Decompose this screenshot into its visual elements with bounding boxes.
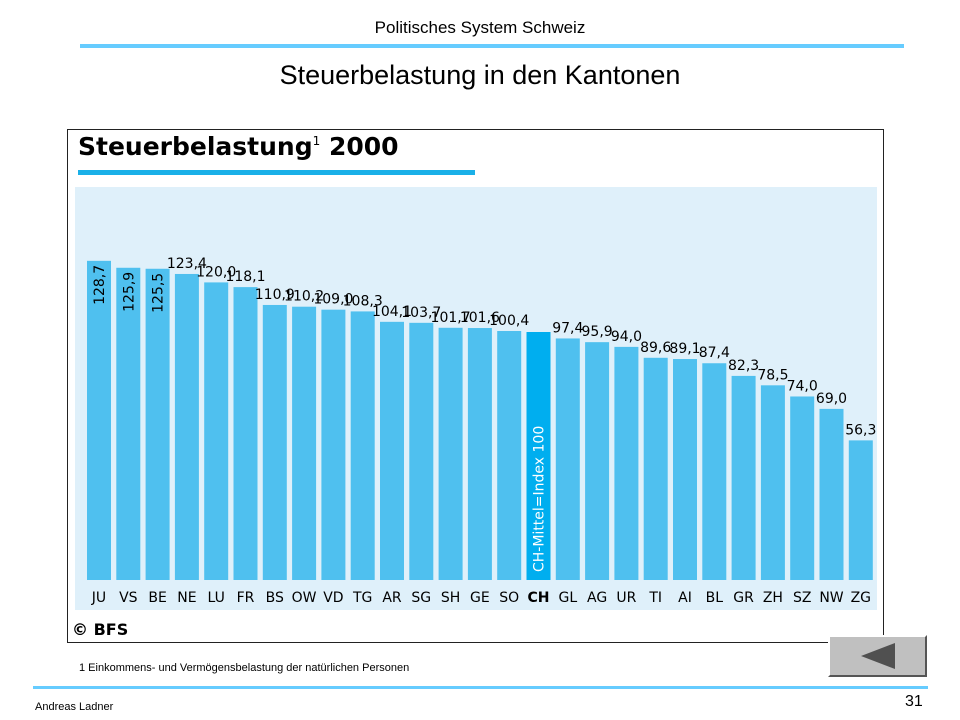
- back-button[interactable]: [828, 635, 927, 677]
- bar-vs: [116, 267, 141, 580]
- bar-ar: [380, 321, 404, 580]
- bar-tg: [350, 311, 375, 580]
- chart-title-text: Steuerbelastung: [78, 132, 313, 161]
- category-label-gr: GR: [733, 590, 754, 606]
- bar-vd: [321, 309, 346, 580]
- left-triangle-icon: [860, 643, 895, 669]
- source-credit: © BFS: [72, 620, 129, 639]
- bar-ow: [292, 306, 317, 580]
- category-label-ow: OW: [292, 590, 317, 606]
- category-label-zh: ZH: [763, 590, 783, 606]
- bar-nw: [819, 408, 844, 580]
- bar-gr: [731, 375, 756, 580]
- author-name: Andreas Ladner: [35, 701, 114, 713]
- bar-ch: [526, 332, 551, 580]
- category-label-nw: NW: [819, 590, 843, 606]
- value-label-ar: 104,1: [372, 304, 412, 320]
- category-label-ju: JU: [91, 590, 106, 606]
- value-label-nw: 69,0: [816, 391, 847, 407]
- category-label-gl: GL: [558, 590, 577, 606]
- bar-ag: [585, 342, 610, 580]
- category-label-vs: VS: [119, 590, 138, 606]
- category-label-ge: GE: [470, 590, 490, 606]
- value-label-fr: 118,1: [225, 269, 265, 285]
- bar-ti: [643, 357, 668, 580]
- bottom-divider: [33, 686, 928, 689]
- value-label-bs: 110,9: [255, 287, 295, 303]
- value-label-gr: 82,3: [728, 358, 759, 374]
- category-label-lu: LU: [208, 590, 225, 606]
- value-label-sz: 74,0: [787, 378, 818, 394]
- bar-be: [145, 268, 170, 580]
- top-divider: [80, 44, 904, 48]
- value-label-ju: 128,7: [92, 265, 108, 305]
- bar-sz: [790, 396, 815, 580]
- value-label-ti: 89,6: [640, 340, 671, 356]
- bar-chart: JU 128,7 VS 125,9 BE 125,5 NE 123,4 LU 120,0 FR 118…: [87, 256, 876, 606]
- value-label-sg: 103,7: [401, 305, 441, 321]
- value-label-ag: 95,9: [582, 324, 613, 340]
- value-label-zg: 56,3: [845, 422, 876, 438]
- chart-title-rule: [78, 170, 475, 175]
- category-label-ti: TI: [648, 590, 662, 606]
- bar-gl: [555, 338, 580, 580]
- value-label-ur: 94,0: [611, 329, 642, 345]
- category-label-vd: VD: [323, 590, 343, 606]
- highlight-annotation: CH-Mittel=Index 100: [532, 426, 548, 572]
- category-label-ne: NE: [177, 590, 196, 606]
- value-label-zh: 78,5: [757, 367, 788, 383]
- value-label-gl: 97,4: [552, 320, 583, 336]
- value-label-ow: 110,2: [284, 289, 324, 305]
- category-label-ai: AI: [678, 590, 692, 606]
- value-label-tg: 108,3: [343, 293, 383, 309]
- category-label-tg: TG: [352, 590, 372, 606]
- category-label-bl: BL: [706, 590, 724, 606]
- bar-bl: [702, 363, 727, 580]
- value-label-ai: 89,1: [669, 341, 700, 357]
- category-label-ar: AR: [382, 590, 402, 606]
- value-label-vd: 109,0: [313, 292, 353, 308]
- bar-ju: [87, 260, 111, 580]
- footnote: 1 Einkommens- und Vermögensbelastung der…: [79, 662, 410, 674]
- category-label-zg: ZG: [851, 590, 871, 606]
- value-label-ge: 101,6: [460, 310, 500, 326]
- value-label-sh: 101,7: [431, 310, 471, 326]
- chart-title: Steuerbelastung1 2000: [78, 132, 399, 161]
- bar-sh: [438, 327, 463, 580]
- value-label-vs: 125,9: [121, 272, 137, 312]
- value-label-lu: 120,0: [196, 264, 236, 280]
- value-label-bl: 87,4: [699, 345, 730, 361]
- bar-lu: [204, 282, 229, 580]
- category-label-fr: FR: [237, 590, 255, 606]
- category-label-ur: UR: [616, 590, 636, 606]
- chart-title-superscript: 1: [312, 134, 321, 148]
- category-label-be: BE: [148, 590, 166, 606]
- category-label-ag: AG: [587, 590, 607, 606]
- bar-ur: [614, 346, 639, 580]
- bar-so: [497, 331, 522, 580]
- category-label-ch: CH: [528, 590, 550, 606]
- category-label-sh: SH: [441, 590, 460, 606]
- category-label-sg: SG: [411, 590, 431, 606]
- value-label-ne: 123,4: [167, 256, 207, 272]
- bar-bs: [262, 304, 287, 580]
- value-label-so: 100,4: [489, 313, 529, 329]
- chart-title-year: 2000: [328, 132, 399, 161]
- page-number: 31: [905, 693, 923, 710]
- category-label-so: SO: [499, 590, 519, 606]
- bar-ai: [673, 359, 697, 580]
- chart-frame: Steuerbelastung1 2000 JU 128,7 VS 125,9 BE 12…: [67, 129, 884, 643]
- value-label-be: 125,5: [151, 273, 167, 313]
- bar-zh: [760, 385, 785, 580]
- presentation-title: Politisches System Schweiz: [374, 18, 586, 37]
- slide-title: Steuerbelastung in den Kantonen: [279, 60, 681, 90]
- bar-ge: [467, 328, 492, 580]
- category-label-sz: SZ: [793, 590, 811, 606]
- bar-zg: [848, 440, 873, 580]
- category-label-bs: BS: [266, 590, 284, 606]
- bar-ne: [174, 273, 199, 580]
- bar-sg: [409, 322, 434, 580]
- bar-fr: [233, 287, 258, 580]
